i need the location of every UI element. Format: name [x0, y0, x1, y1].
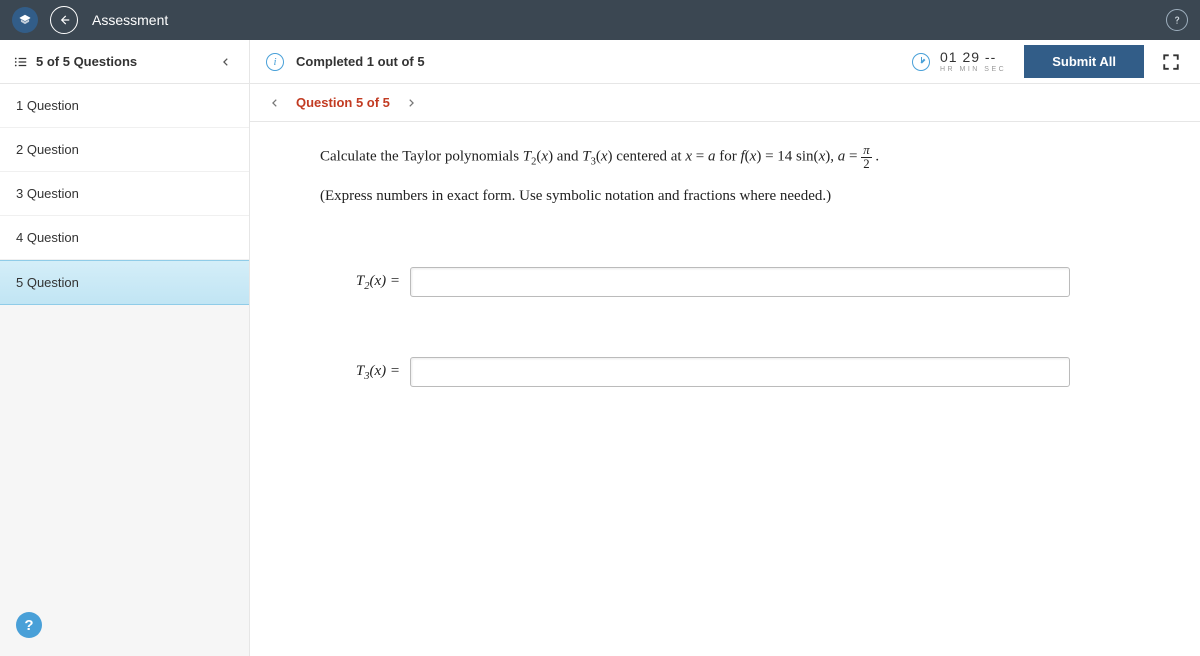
- sub-bar: 5 of 5 Questions i Completed 1 out of 5 …: [0, 40, 1200, 84]
- chevron-left-icon: [270, 96, 280, 110]
- page-title: Assessment: [92, 12, 168, 28]
- sidebar-question-item[interactable]: 1 Question: [0, 84, 249, 128]
- arrow-left-icon: [57, 13, 71, 27]
- collapse-sidebar-button[interactable]: [217, 51, 235, 73]
- timer-values: 01 29 --: [940, 50, 996, 64]
- back-button[interactable]: [50, 6, 78, 34]
- question-instruction: (Express numbers in exact form. Use symb…: [320, 185, 1130, 208]
- list-icon: [14, 55, 28, 69]
- fullscreen-icon: [1162, 53, 1180, 71]
- top-bar: Assessment: [0, 0, 1200, 40]
- submit-all-button[interactable]: Submit All: [1024, 45, 1144, 78]
- help-fab-button[interactable]: ?: [16, 612, 42, 638]
- answer-input[interactable]: [410, 267, 1070, 297]
- questions-count: 5 of 5 Questions: [36, 54, 137, 69]
- clock-icon: [912, 53, 930, 71]
- content-area: Question 5 of 5 Calculate the Taylor pol…: [250, 84, 1200, 656]
- chevron-right-icon: [406, 96, 416, 110]
- question-sidebar: 1 Question2 Question3 Question4 Question…: [0, 84, 250, 656]
- answer-lhs-label: T3(x) =: [320, 363, 410, 382]
- answer-input[interactable]: [410, 357, 1070, 387]
- subbar-left: 5 of 5 Questions: [0, 40, 250, 83]
- book-icon: [18, 13, 32, 27]
- question-card: Calculate the Taylor polynomials T2(x) a…: [250, 122, 1200, 656]
- answer-lhs-label: T2(x) =: [320, 273, 410, 292]
- answer-row: T2(x) =: [320, 267, 1130, 297]
- fullscreen-button[interactable]: [1158, 49, 1184, 75]
- prev-question-button[interactable]: [262, 92, 288, 114]
- info-icon[interactable]: i: [266, 53, 284, 71]
- main-area: 1 Question2 Question3 Question4 Question…: [0, 84, 1200, 656]
- question-prompt: Calculate the Taylor polynomials T2(x) a…: [320, 144, 1130, 171]
- next-question-button[interactable]: [398, 92, 424, 114]
- question-nav: Question 5 of 5: [250, 84, 1200, 122]
- timer-labels: HR MIN SEC: [940, 66, 1006, 73]
- question-icon: [1171, 14, 1183, 26]
- sidebar-question-item[interactable]: 5 Question: [0, 260, 249, 305]
- question-position-label: Question 5 of 5: [296, 95, 390, 110]
- subbar-right: i Completed 1 out of 5 01 29 -- HR MIN S…: [250, 40, 1200, 83]
- sidebar-question-item[interactable]: 4 Question: [0, 216, 249, 260]
- answer-row: T3(x) =: [320, 357, 1130, 387]
- sidebar-question-item[interactable]: 2 Question: [0, 128, 249, 172]
- sidebar-question-item[interactable]: 3 Question: [0, 172, 249, 216]
- chevron-left-icon: [221, 55, 231, 69]
- brand-logo: [12, 7, 38, 33]
- timer: 01 29 -- HR MIN SEC: [912, 50, 1006, 73]
- help-button[interactable]: [1166, 9, 1188, 31]
- completed-label: Completed 1 out of 5: [296, 54, 425, 69]
